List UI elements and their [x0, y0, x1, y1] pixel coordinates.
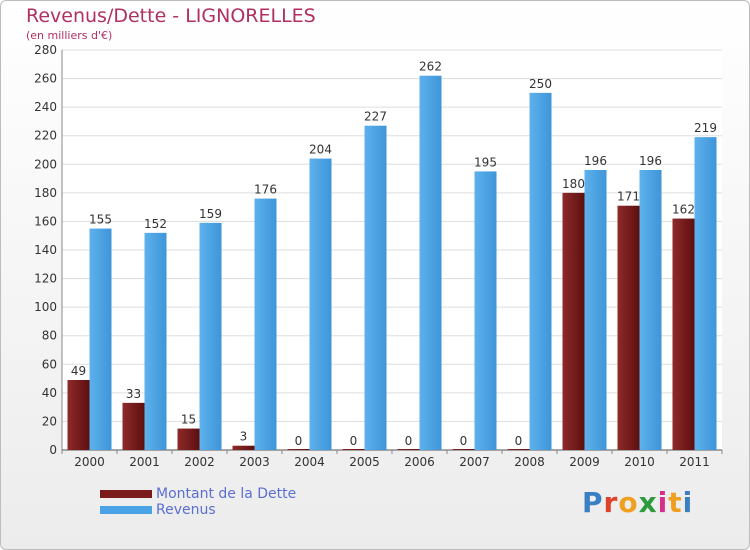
y-tick-label: 220 [34, 129, 57, 143]
data-label-revenus: 155 [89, 213, 112, 227]
bar-revenus [529, 92, 552, 450]
y-tick-label: 280 [34, 43, 57, 57]
data-label-dette: 0 [460, 434, 468, 448]
data-label-dette: 171 [617, 190, 640, 204]
bar-revenus [584, 170, 607, 450]
bar-dette [342, 449, 365, 450]
data-label-dette: 0 [515, 434, 523, 448]
x-tick-label: 2008 [514, 455, 545, 469]
data-label-revenus: 204 [309, 143, 332, 157]
legend-item-dette: Montant de la Dette [100, 486, 296, 502]
chart-subtitle: (en milliers d'€) [26, 29, 113, 42]
x-tick-label: 2000 [74, 455, 105, 469]
bar-dette [287, 449, 310, 450]
bar-revenus [474, 171, 497, 450]
bar-dette [562, 192, 585, 450]
x-tick-label: 2007 [459, 455, 490, 469]
legend-label-dette: Montant de la Dette [156, 486, 297, 502]
data-label-revenus: 152 [144, 217, 167, 231]
bar-revenus [364, 125, 387, 450]
data-label-dette: 180 [562, 177, 585, 191]
bar-revenus [199, 222, 222, 450]
y-tick-label: 200 [34, 157, 57, 171]
y-tick-label: 20 [42, 414, 57, 428]
bar-revenus [639, 170, 662, 450]
data-label-revenus: 250 [529, 77, 552, 91]
y-tick-label: 160 [34, 214, 57, 228]
y-tick-label: 0 [49, 443, 57, 457]
data-label-dette: 0 [405, 434, 413, 448]
bar-dette [122, 402, 145, 450]
data-label-revenus: 176 [254, 183, 277, 197]
bar-revenus [89, 228, 112, 450]
x-tick-label: 2009 [569, 455, 600, 469]
data-label-revenus: 227 [364, 110, 387, 124]
y-tick-label: 100 [34, 300, 57, 314]
data-label-revenus: 195 [474, 155, 497, 169]
bar-dette [177, 428, 200, 450]
y-tick-label: 80 [42, 329, 57, 343]
data-label-dette: 0 [350, 434, 358, 448]
legend-item-revenus: Revenus [100, 502, 296, 518]
data-label-dette: 49 [71, 364, 86, 378]
x-tick-label: 2005 [349, 455, 380, 469]
x-tick-label: 2011 [679, 455, 710, 469]
y-tick-label: 180 [34, 186, 57, 200]
x-tick-label: 2004 [294, 455, 325, 469]
legend-swatch-dette [100, 490, 152, 498]
bar-dette [232, 445, 255, 450]
data-label-dette: 0 [295, 434, 303, 448]
bar-revenus [254, 198, 277, 450]
legend-swatch-revenus [100, 506, 152, 514]
data-label-revenus: 262 [419, 60, 442, 74]
bar-dette [452, 449, 475, 450]
bar-revenus [694, 137, 717, 450]
legend: Montant de la Dette Revenus [100, 486, 296, 518]
x-tick-label: 2002 [184, 455, 215, 469]
x-tick-label: 2010 [624, 455, 655, 469]
bar-dette [672, 218, 695, 450]
x-tick-label: 2006 [404, 455, 435, 469]
data-label-revenus: 196 [639, 154, 662, 168]
bar-dette [617, 205, 640, 450]
y-tick-label: 140 [34, 243, 57, 257]
y-tick-label: 40 [42, 386, 57, 400]
data-label-dette: 15 [181, 413, 196, 427]
data-label-dette: 3 [240, 430, 248, 444]
bar-revenus [419, 75, 442, 450]
y-tick-label: 240 [34, 100, 57, 114]
bar-dette [397, 449, 420, 450]
bar-revenus [309, 158, 332, 451]
data-label-revenus: 196 [584, 154, 607, 168]
legend-label-revenus: Revenus [156, 502, 216, 518]
data-label-dette: 162 [672, 203, 695, 217]
y-tick-label: 120 [34, 272, 57, 286]
bar-dette [67, 380, 90, 450]
x-tick-label: 2003 [239, 455, 270, 469]
chart-title: Revenus/Dette - LIGNORELLES [26, 5, 316, 27]
data-label-dette: 33 [126, 387, 141, 401]
y-tick-label: 60 [42, 357, 57, 371]
bar-revenus [144, 232, 167, 450]
x-tick-label: 2001 [129, 455, 160, 469]
bar-dette [507, 449, 530, 450]
proxiti-logo: Proxiti [582, 486, 694, 519]
y-tick-label: 260 [34, 72, 57, 86]
data-label-revenus: 159 [199, 207, 222, 221]
data-label-revenus: 219 [694, 121, 717, 135]
